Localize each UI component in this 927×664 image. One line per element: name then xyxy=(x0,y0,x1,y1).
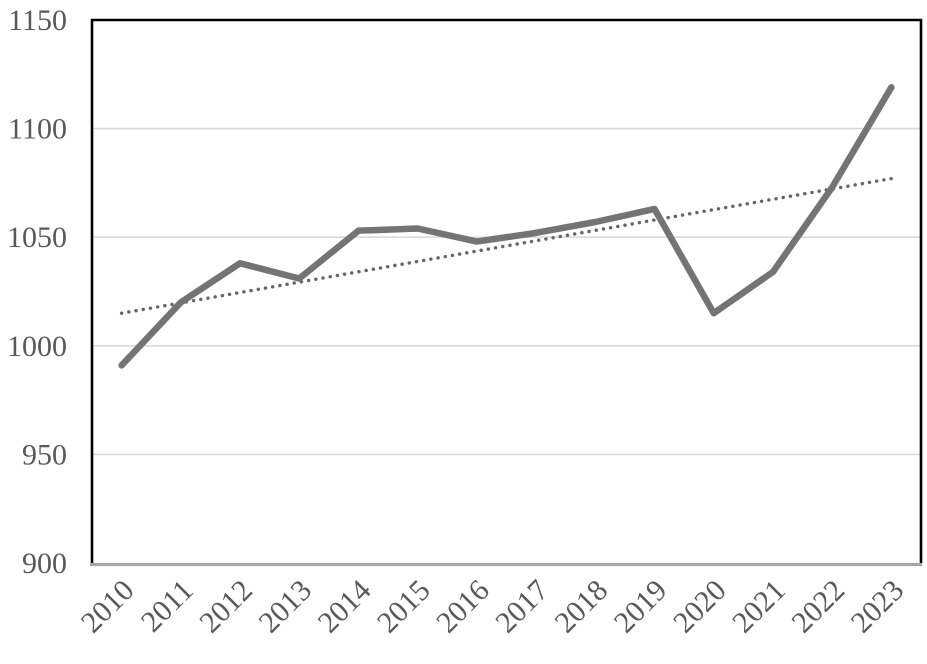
x-tick-label: 2014 xyxy=(312,574,378,640)
x-tick-label: 2012 xyxy=(193,574,259,640)
x-tick-label: 2022 xyxy=(785,574,851,640)
x-tick-label: 2016 xyxy=(430,574,496,640)
plot-border xyxy=(90,18,923,563)
x-tick-label: 2019 xyxy=(608,574,674,640)
x-tick-label: 2023 xyxy=(845,574,911,640)
y-tick-label: 1050 xyxy=(7,221,67,254)
y-tick-label: 1150 xyxy=(8,4,67,37)
x-tick-label: 2013 xyxy=(252,574,318,640)
x-tick-label: 2021 xyxy=(726,574,792,640)
x-tick-label: 2020 xyxy=(667,574,733,640)
y-tick-label: 900 xyxy=(22,547,67,580)
x-tick-label: 2010 xyxy=(75,574,141,640)
y-tick-label: 1000 xyxy=(7,330,67,363)
x-tick-label: 2011 xyxy=(135,574,200,639)
y-tick-label: 1100 xyxy=(8,113,67,146)
y-tick-label: 950 xyxy=(22,438,67,471)
x-tick-label: 2015 xyxy=(371,574,437,640)
series-line xyxy=(118,84,895,369)
x-tick-label: 2018 xyxy=(549,574,615,640)
trendline xyxy=(119,176,894,315)
x-tick-label: 2017 xyxy=(489,574,555,640)
